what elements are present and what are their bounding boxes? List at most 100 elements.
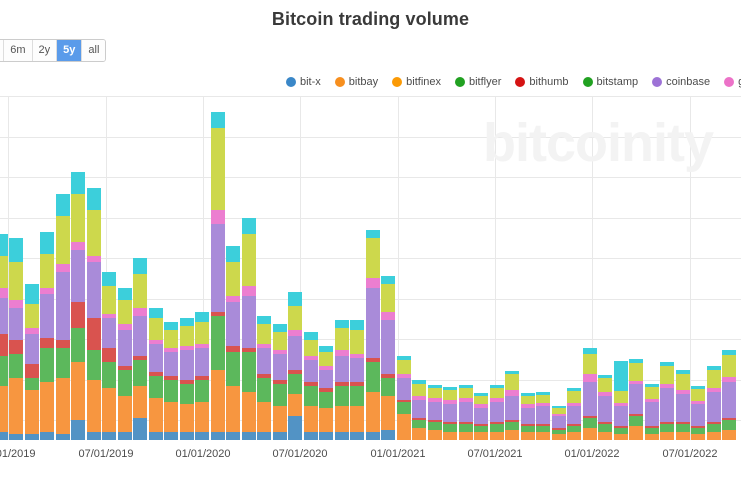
chart-legend[interactable]: bit-x bitbay bitfinex bitflyer bithumb bitsta… <box>286 73 741 91</box>
legend-item-bithumb[interactable]: bithumb <box>515 76 569 88</box>
bar-segment-gemini <box>25 328 39 334</box>
bar-segment-bitstamp <box>645 428 659 434</box>
bar-column[interactable] <box>164 322 178 440</box>
bar-column[interactable] <box>350 320 364 440</box>
legend-item-bitbay[interactable]: bitbay <box>334 76 378 88</box>
bar-column[interactable] <box>335 320 349 440</box>
bar-segment-bitfinex <box>583 428 597 440</box>
bar-column[interactable] <box>211 112 225 440</box>
bar-column[interactable] <box>691 386 705 440</box>
bar-column[interactable] <box>707 366 721 440</box>
bar-segment-bitfinex <box>195 402 209 432</box>
bar-segment-gemini <box>102 314 116 318</box>
range-button-0d[interactable]: 0d <box>0 40 5 61</box>
range-button-2y[interactable]: 2y <box>32 40 58 61</box>
bar-column[interactable] <box>226 246 240 440</box>
bar-column[interactable] <box>180 318 194 440</box>
bar-column[interactable] <box>614 361 628 440</box>
bar-segment-bitstamp <box>459 424 473 432</box>
bar-column[interactable] <box>676 370 690 440</box>
bar-segment-coinbase <box>350 358 364 382</box>
bar-column[interactable] <box>319 346 333 440</box>
bar-column[interactable] <box>304 332 318 440</box>
bar-column[interactable] <box>428 385 442 440</box>
bar-column[interactable] <box>288 292 302 440</box>
bar-segment-bitstamp <box>211 316 225 370</box>
bar-column[interactable] <box>567 388 581 440</box>
bar-column[interactable] <box>474 393 488 440</box>
bar-segment-other <box>40 232 54 254</box>
bar-column[interactable] <box>102 272 116 440</box>
bar-column[interactable] <box>71 172 85 440</box>
bar-segment-coinbase <box>288 336 302 370</box>
bar-segment-gemini <box>567 403 581 406</box>
bar-segment-other <box>288 292 302 306</box>
bar-segment-bitstamp <box>25 378 39 390</box>
bar-column[interactable] <box>629 359 643 440</box>
range-selector[interactable]: 0d6m2y5yall <box>0 39 107 62</box>
bar-segment-bithumb <box>180 380 194 384</box>
legend-item-bitfinex[interactable]: bitfinex <box>392 76 441 88</box>
bar-segment-bitstamp <box>87 350 101 380</box>
bar-segment-other <box>9 238 23 262</box>
bar-segment-kraken <box>521 396 535 404</box>
bar-column[interactable] <box>118 288 132 440</box>
bar-column[interactable] <box>443 387 457 440</box>
bar-segment-bitstamp <box>707 424 721 432</box>
bar-column[interactable] <box>133 258 147 440</box>
bar-column[interactable] <box>381 276 395 440</box>
bar-segment-kraken <box>257 324 271 344</box>
bar-column[interactable] <box>242 218 256 440</box>
bar-segment-gemini <box>583 374 597 382</box>
bar-column[interactable] <box>273 324 287 440</box>
bar-column[interactable] <box>412 380 426 440</box>
bar-segment-kraken <box>226 262 240 296</box>
bar-column[interactable] <box>195 312 209 440</box>
bar-segment-bithumb <box>0 334 8 356</box>
bar-column[interactable] <box>257 316 271 440</box>
bar-column[interactable] <box>397 356 411 440</box>
bar-segment-bit-x <box>242 432 256 440</box>
bar-segment-bit-x <box>288 416 302 440</box>
range-button-all[interactable]: all <box>82 40 106 61</box>
legend-item-bitstamp[interactable]: bitstamp <box>582 76 639 88</box>
legend-item-bit-x[interactable]: bit-x <box>286 76 321 88</box>
bar-column[interactable] <box>536 392 550 440</box>
bar-column[interactable] <box>521 393 535 440</box>
bar-segment-bithumb <box>381 374 395 378</box>
range-button-6m[interactable]: 6m <box>4 40 33 61</box>
bar-column[interactable] <box>722 350 736 440</box>
bar-column[interactable] <box>660 362 674 440</box>
bar-column[interactable] <box>149 308 163 440</box>
bar-column[interactable] <box>9 238 23 440</box>
bar-column[interactable] <box>459 385 473 440</box>
legend-label: bitstamp <box>596 76 639 88</box>
bar-column[interactable] <box>490 385 504 440</box>
legend-item-coinbase[interactable]: coinbase <box>652 76 710 88</box>
bar-segment-other <box>149 308 163 318</box>
bar-column[interactable] <box>552 406 566 440</box>
bar-column[interactable] <box>505 371 519 440</box>
bar-segment-other <box>691 386 705 389</box>
bar-column[interactable] <box>87 188 101 440</box>
bar-series-container[interactable] <box>0 96 741 440</box>
bar-column[interactable] <box>40 232 54 440</box>
bar-column[interactable] <box>25 284 39 440</box>
bar-column[interactable] <box>598 375 612 440</box>
bar-column[interactable] <box>583 348 597 440</box>
bar-segment-other <box>195 312 209 322</box>
legend-item-bitflyer[interactable]: bitflyer <box>455 76 501 88</box>
bar-segment-coinbase <box>118 330 132 366</box>
bar-segment-bit-x <box>87 432 101 440</box>
bar-segment-gemini <box>71 242 85 250</box>
bar-segment-kraken <box>676 374 690 390</box>
x-axis-tick-label: 01/01/2022 <box>564 448 620 460</box>
bar-column[interactable] <box>0 234 8 440</box>
bar-column[interactable] <box>366 230 380 440</box>
bar-segment-other <box>521 393 535 396</box>
bar-column[interactable] <box>56 194 70 440</box>
legend-item-gemin[interactable]: gemin <box>724 76 741 88</box>
range-button-5y[interactable]: 5y <box>57 40 83 61</box>
bar-segment-bitfinex <box>366 392 380 432</box>
bar-column[interactable] <box>645 384 659 440</box>
